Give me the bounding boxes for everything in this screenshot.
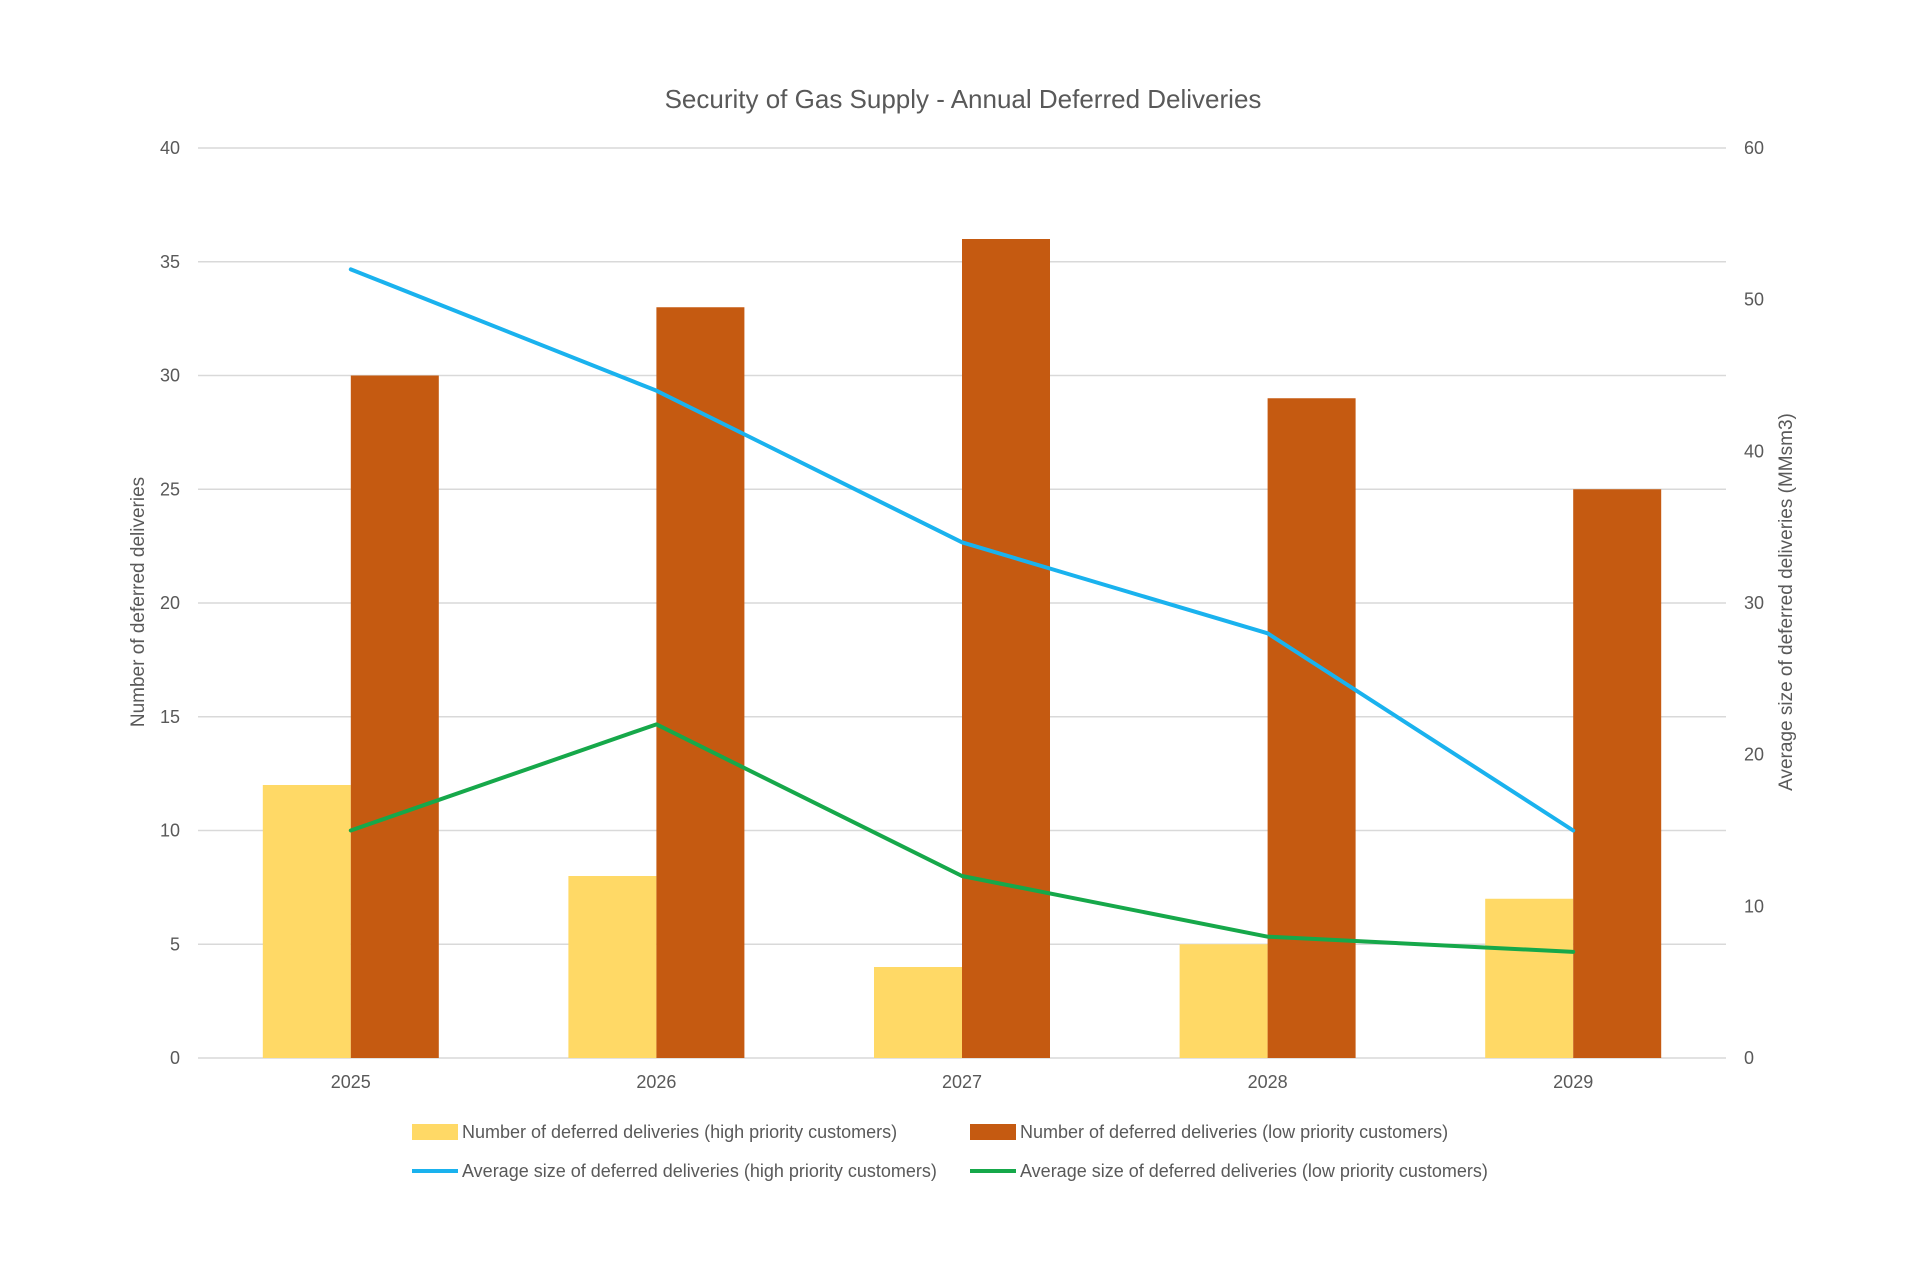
x-tick-label: 2028 xyxy=(1248,1072,1288,1092)
y-tick-label: 25 xyxy=(160,479,180,499)
x-tick-label: 2029 xyxy=(1553,1072,1593,1092)
bar xyxy=(1179,944,1268,1058)
y-tick-label: 20 xyxy=(160,593,180,613)
x-tick-label: 2026 xyxy=(636,1072,676,1092)
legend-label: Average size of deferred deliveries (low… xyxy=(1020,1161,1488,1181)
bar xyxy=(874,967,962,1058)
y-axis-title: Number of deferred deliveries xyxy=(128,477,149,727)
x-tick-label: 2027 xyxy=(942,1072,982,1092)
legend-label: Number of deferred deliveries (low prior… xyxy=(1020,1122,1448,1142)
y-tick-label: 40 xyxy=(160,138,180,158)
bar xyxy=(962,239,1050,1058)
series-line xyxy=(348,267,1576,833)
y2-axis-title: Average size of deferred deliveries (MMs… xyxy=(1776,413,1797,791)
y-tick-label: 15 xyxy=(160,707,180,727)
legend-label: Number of deferred deliveries (high prio… xyxy=(462,1122,897,1142)
legend-swatch xyxy=(970,1124,1016,1140)
y2-tick-label: 30 xyxy=(1744,593,1764,613)
y2-tick-label: 0 xyxy=(1744,1048,1754,1068)
y-tick-label: 10 xyxy=(160,821,180,841)
legend: Number of deferred deliveries (high prio… xyxy=(412,1122,1488,1181)
legend-swatch xyxy=(412,1124,458,1140)
y-tick-label: 35 xyxy=(160,252,180,272)
bar xyxy=(568,876,657,1058)
y-tick-label: 5 xyxy=(170,934,180,954)
y2-tick-label: 40 xyxy=(1744,441,1764,461)
chart-title: Security of Gas Supply - Annual Deferred… xyxy=(665,84,1262,114)
bar xyxy=(1267,398,1356,1058)
y-tick-label: 30 xyxy=(160,366,180,386)
bars xyxy=(262,239,1662,1058)
bar xyxy=(350,375,439,1058)
y2-tick-label: 50 xyxy=(1744,290,1764,310)
y2-tick-label: 10 xyxy=(1744,896,1764,916)
series-line xyxy=(348,722,1576,954)
x-tick-label: 2025 xyxy=(331,1072,371,1092)
y2-tick-label: 60 xyxy=(1744,138,1764,158)
bar xyxy=(1485,898,1574,1058)
y-tick-label: 0 xyxy=(170,1048,180,1068)
bar xyxy=(1573,489,1662,1058)
legend-label: Average size of deferred deliveries (hig… xyxy=(462,1161,937,1181)
series-lines xyxy=(348,267,1576,954)
y2-tick-label: 20 xyxy=(1744,745,1764,765)
bar xyxy=(262,785,351,1058)
bar xyxy=(656,307,745,1058)
